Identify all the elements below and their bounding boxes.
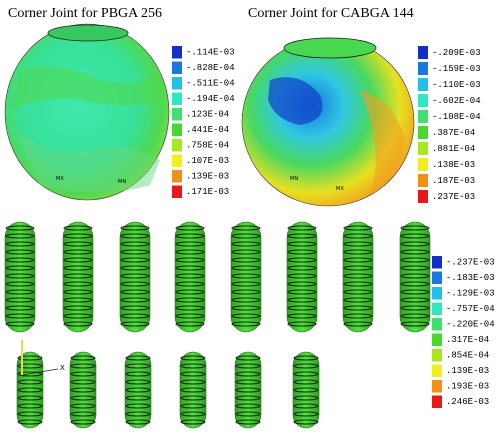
panel-title: Corner Joint for PBGA 256 xyxy=(8,6,162,21)
figure: Corner Joint for PBGA 256 Corner Joint f… xyxy=(0,0,500,434)
column-body xyxy=(235,352,261,428)
legend-label: .317E-04 xyxy=(446,335,489,345)
legend-swatch xyxy=(172,139,182,152)
legend-label: .237E-03 xyxy=(432,192,475,202)
legend-label: .171E-03 xyxy=(186,187,229,197)
joint-column xyxy=(235,352,261,428)
legend-swatch xyxy=(432,396,442,409)
legend-label: -.129E-03 xyxy=(446,289,495,299)
legend-label: .854E-04 xyxy=(446,351,489,361)
column-body xyxy=(293,352,319,428)
legend-label: -.511E-04 xyxy=(186,79,235,89)
legend-swatch xyxy=(418,78,428,91)
marker-label: MN xyxy=(290,176,298,182)
legend-swatch xyxy=(172,170,182,183)
panel-title: Corner Joint for CABGA 144 xyxy=(248,6,414,21)
solder-ball: MN MX xyxy=(242,38,414,206)
joint-column xyxy=(17,352,43,428)
legend-swatch xyxy=(432,272,442,285)
legend-swatch xyxy=(172,155,182,168)
axis-label: X xyxy=(60,364,65,372)
legend-label: -.159E-03 xyxy=(432,64,481,74)
legend-label: .138E-03 xyxy=(432,160,475,170)
marker-label: MX xyxy=(336,186,344,192)
legend-label: -.757E-04 xyxy=(446,304,495,314)
legend-label: .193E-03 xyxy=(446,382,489,392)
legend-swatch xyxy=(432,380,442,393)
legend-swatch xyxy=(418,174,428,187)
joint-column xyxy=(287,222,317,332)
legend-label: -.220E-04 xyxy=(446,320,495,330)
legend-label: .246E-03 xyxy=(446,397,489,407)
joint-column xyxy=(63,222,93,332)
legend-swatch xyxy=(172,62,182,75)
legend-label: .123E-04 xyxy=(186,110,229,120)
legend-label: -.108E-04 xyxy=(432,112,481,122)
legend-label: .187E-03 xyxy=(432,176,475,186)
joint-column xyxy=(175,222,205,332)
joint-column xyxy=(70,352,96,428)
column-body xyxy=(180,352,206,428)
legend-swatch xyxy=(432,256,442,269)
legend-swatch xyxy=(418,126,428,139)
joint-column xyxy=(120,222,150,332)
legend-swatch xyxy=(432,365,442,378)
legend-swatch xyxy=(172,93,182,106)
legend-label: .139E-03 xyxy=(186,172,229,182)
legend-swatch xyxy=(432,287,442,300)
joint-column xyxy=(293,352,319,428)
legend-label: -.237E-03 xyxy=(446,258,495,268)
legend-label: -.209E-03 xyxy=(432,48,481,58)
legend-label: .139E-03 xyxy=(446,366,489,376)
joint-column xyxy=(5,222,35,332)
joint-column xyxy=(231,222,261,332)
legend-label: -.828E-04 xyxy=(186,63,235,73)
column-body xyxy=(125,352,151,428)
legend-label: -.183E-03 xyxy=(446,273,495,283)
marker-label: MX xyxy=(56,176,64,182)
legend-label: -.110E-03 xyxy=(432,80,481,90)
joint-columns xyxy=(5,222,430,428)
legend-label: -.194E-04 xyxy=(186,94,235,104)
legend-swatch xyxy=(432,318,442,331)
legend-swatch xyxy=(172,186,182,199)
legend-swatch xyxy=(172,46,182,59)
legend-swatch xyxy=(418,190,428,203)
legend-swatch xyxy=(432,334,442,347)
legend-swatch xyxy=(172,124,182,137)
solder-ball: MX MN xyxy=(5,24,169,200)
legend-label: .441E-04 xyxy=(186,125,229,135)
joint-column xyxy=(180,352,206,428)
column-body xyxy=(17,352,43,428)
legend-label: .107E-03 xyxy=(186,156,229,166)
legend-swatch xyxy=(172,77,182,90)
legend-label: .387E-04 xyxy=(432,128,475,138)
joint-column xyxy=(343,222,373,332)
marker-label: MN xyxy=(118,179,126,185)
legend-swatch xyxy=(418,94,428,107)
legend-label: .881E-04 xyxy=(432,144,475,154)
legend-label: .758E-04 xyxy=(186,141,229,151)
legend-label: -.602E-04 xyxy=(432,96,481,106)
legend-label: -.114E-03 xyxy=(186,48,235,58)
legend-swatch xyxy=(418,142,428,155)
legend-swatch xyxy=(418,46,428,59)
joint-column xyxy=(400,222,430,332)
column-body xyxy=(70,352,96,428)
legend-swatch xyxy=(432,303,442,316)
legend-swatch xyxy=(432,349,442,362)
legend-swatch xyxy=(172,108,182,121)
legend-swatch xyxy=(418,62,428,75)
legend-swatch xyxy=(418,158,428,171)
legend-swatch xyxy=(418,110,428,123)
joint-column xyxy=(125,352,151,428)
